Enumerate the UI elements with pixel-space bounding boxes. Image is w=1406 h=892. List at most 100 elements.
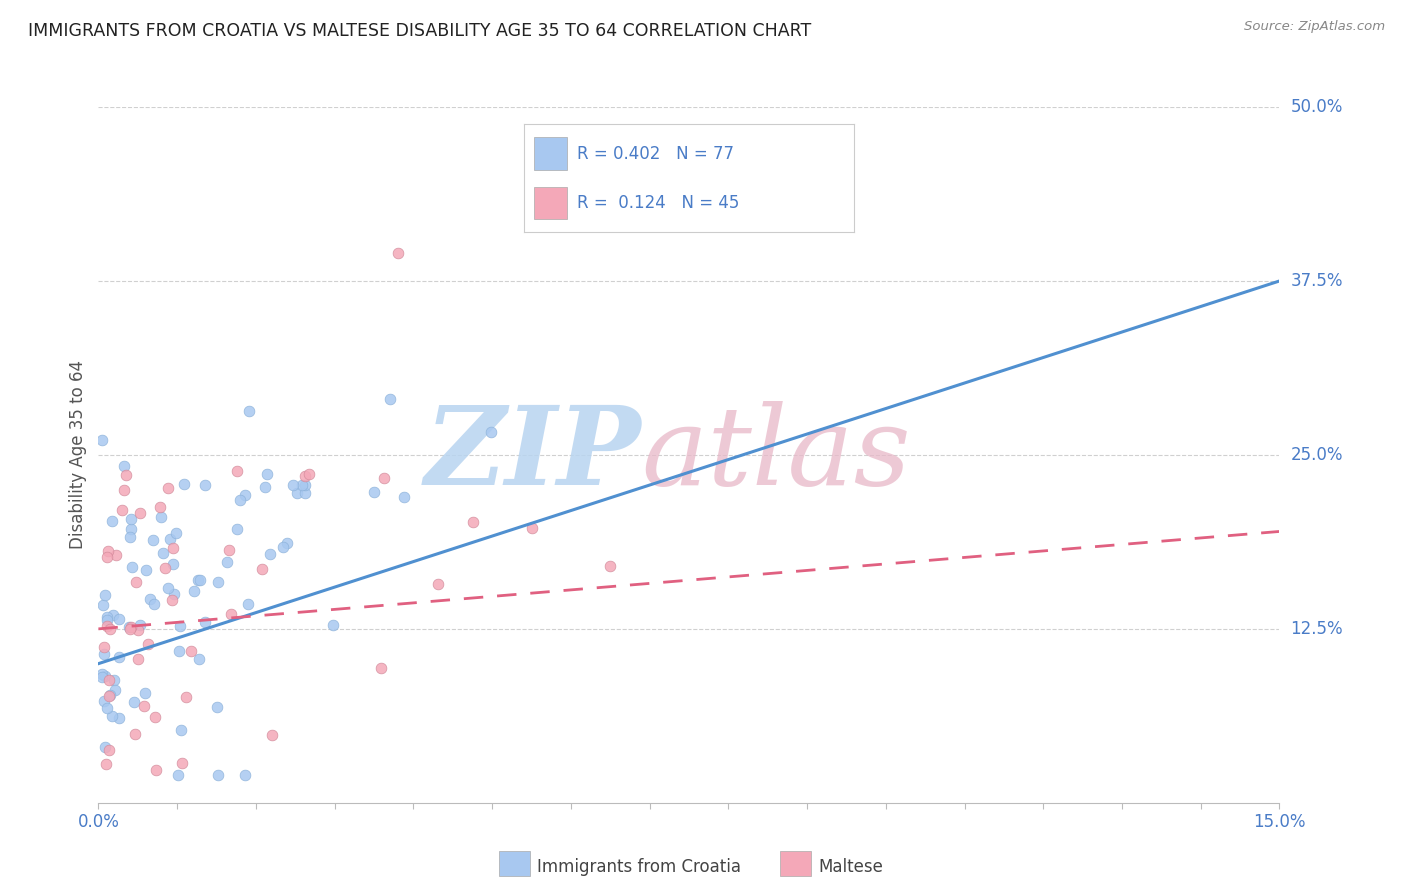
Point [271,540,294,554]
Point [298,467,321,482]
Point [94,588,117,602]
Point [160,592,183,607]
Point [394,491,416,505]
Point [103,673,125,687]
Point [143,710,166,724]
Point [218,543,240,558]
Point [233,768,256,782]
Point [152,546,174,560]
Point [112,483,135,497]
Point [91,433,114,447]
Point [225,522,247,536]
Point [256,467,278,481]
Point [169,619,191,633]
Point [93,599,115,613]
Point [96,610,118,624]
Point [93,640,115,654]
Point [94,740,117,755]
Point [143,597,166,611]
Text: 25.0%: 25.0% [1291,446,1343,464]
Point [169,723,191,737]
Point [373,470,395,484]
Point [107,711,129,725]
Point [136,637,159,651]
Point [285,485,308,500]
Point [101,514,124,528]
Point [188,652,211,666]
Point [370,660,392,674]
Point [142,533,165,547]
Point [215,555,238,569]
Point [108,649,131,664]
Point [104,683,127,698]
Point [96,614,118,628]
Point [96,701,118,715]
Text: IMMIGRANTS FROM CROATIA VS MALTESE DISABILITY AGE 35 TO 64 CORRELATION CHART: IMMIGRANTS FROM CROATIA VS MALTESE DISAB… [28,22,811,40]
Point [259,547,281,561]
Text: 37.5%: 37.5% [1291,272,1343,290]
Point [250,562,273,576]
Point [120,522,142,536]
Point [145,763,167,777]
Point [226,464,249,478]
Point [121,559,143,574]
Point [129,507,152,521]
Point [93,694,115,708]
Point [180,644,202,658]
Point [98,743,121,757]
Point [163,587,186,601]
Point [149,509,172,524]
Point [520,521,543,535]
Text: Immigrants from Croatia: Immigrants from Croatia [537,858,741,876]
Point [281,478,304,492]
Point [101,608,124,623]
FancyBboxPatch shape [533,187,567,219]
Point [120,619,142,633]
Point [170,756,193,770]
Point [363,484,385,499]
Point [262,728,284,742]
Point [427,576,450,591]
Point [291,478,314,492]
Point [157,481,180,495]
Point [98,688,121,702]
Text: ZIP: ZIP [425,401,641,508]
Point [127,623,149,637]
Point [91,667,114,681]
Point [94,669,117,683]
Point [294,486,316,500]
Point [108,612,131,626]
Point [219,607,242,621]
Point [153,561,176,575]
Text: Source: ZipAtlas.com: Source: ZipAtlas.com [1244,20,1385,33]
Point [461,515,484,529]
Point [98,690,121,704]
Point [194,478,217,492]
Point [194,615,217,629]
Point [183,584,205,599]
Point [111,503,134,517]
Point [96,618,118,632]
Point [118,530,141,544]
Point [254,480,277,494]
Point [98,623,121,637]
Point [322,618,344,632]
Point [162,557,184,571]
Point [149,500,172,515]
Point [129,618,152,632]
Text: atlas: atlas [641,401,911,508]
Point [96,549,118,564]
Point [294,468,316,483]
Point [138,591,160,606]
Point [127,651,149,665]
Point [162,541,184,556]
Point [165,525,187,540]
Point [94,756,117,771]
Point [207,768,229,782]
Point [122,695,145,709]
Y-axis label: Disability Age 35 to 64: Disability Age 35 to 64 [69,360,87,549]
Text: 12.5%: 12.5% [1291,620,1343,638]
Point [599,558,621,573]
Point [238,404,260,418]
Point [124,574,146,589]
